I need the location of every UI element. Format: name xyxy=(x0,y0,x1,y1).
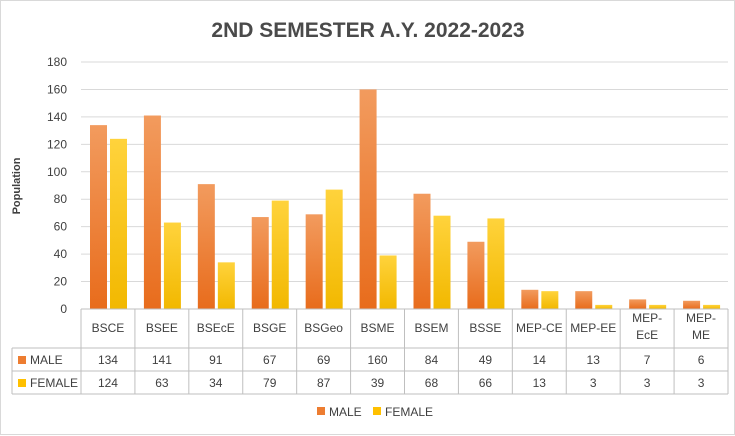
bar-male xyxy=(413,193,431,309)
bar-female xyxy=(487,218,505,309)
y-tick-label: 20 xyxy=(54,275,68,289)
y-tick-label: 60 xyxy=(54,220,68,234)
y-tick-label: 180 xyxy=(47,55,67,69)
data-value: 6 xyxy=(698,353,705,367)
category-label: BSEM xyxy=(414,321,448,335)
bar-female xyxy=(595,304,613,309)
y-tick-label: 140 xyxy=(47,110,67,124)
table-series-label: FEMALE xyxy=(30,376,78,390)
category-label: BSGeo xyxy=(304,321,343,335)
bar-male xyxy=(197,184,215,309)
data-value: 141 xyxy=(152,353,172,367)
data-value: 134 xyxy=(98,353,118,367)
category-label: MEP-EcE xyxy=(632,311,662,342)
bar-female xyxy=(217,262,235,309)
bar-male xyxy=(143,115,161,310)
data-value: 124 xyxy=(98,376,118,390)
category-label: MEP-EE xyxy=(570,321,616,335)
table-series-label: MALE xyxy=(30,353,63,367)
bar-male xyxy=(305,214,323,309)
data-value: 3 xyxy=(644,376,651,390)
bar-male xyxy=(359,89,377,309)
category-label: BSCE xyxy=(92,321,125,335)
data-value: 69 xyxy=(317,353,331,367)
bar-female xyxy=(163,222,181,309)
category-label: BSSE xyxy=(469,321,501,335)
data-value: 68 xyxy=(425,376,439,390)
legend-label: FEMALE xyxy=(385,405,433,419)
data-value: 13 xyxy=(533,376,547,390)
data-value: 13 xyxy=(587,353,601,367)
category-label: BSGE xyxy=(253,321,286,335)
table-legend-key-male xyxy=(18,356,26,364)
y-tick-label: 40 xyxy=(54,247,68,261)
data-value: 79 xyxy=(263,376,277,390)
bar-male xyxy=(521,289,539,309)
bar-female xyxy=(703,304,721,309)
category-label: MEP-ME xyxy=(686,311,716,342)
y-tick-label: 160 xyxy=(47,82,67,96)
y-tick-label: 120 xyxy=(47,137,67,151)
category-label: BSEE xyxy=(146,321,178,335)
data-value: 3 xyxy=(698,376,705,390)
bar-male xyxy=(90,125,107,309)
data-table: BSCE BSEE BSEcE BSGE BSGeo BSME BSEM BSSE MEP-CE… xyxy=(11,308,729,395)
gridlines: 0 20 40 60 80 100 120 140 160 180 xyxy=(47,55,728,316)
legend-label: MALE xyxy=(329,405,362,419)
bars xyxy=(90,89,721,310)
data-value: 91 xyxy=(209,353,223,367)
data-value: 7 xyxy=(644,353,651,367)
chart-title: 2ND SEMESTER A.Y. 2022-2023 xyxy=(211,19,524,42)
legend-key-male xyxy=(317,407,325,415)
y-tick-label: 100 xyxy=(47,165,67,179)
legend: MALE FEMALE xyxy=(317,405,433,419)
data-value: 14 xyxy=(533,353,547,367)
bar-female xyxy=(379,255,397,309)
data-value: 39 xyxy=(371,376,385,390)
bar-female xyxy=(649,304,667,309)
data-value: 67 xyxy=(263,353,277,367)
category-label: BSEcE xyxy=(197,321,235,335)
legend-key-female xyxy=(373,407,381,415)
y-tick-label: 80 xyxy=(54,192,68,206)
data-value: 34 xyxy=(209,376,223,390)
data-value: 49 xyxy=(479,353,493,367)
bar-female xyxy=(271,200,289,309)
bar-male xyxy=(575,291,593,309)
y-tick-label: 0 xyxy=(60,302,67,316)
bar-male xyxy=(629,299,647,309)
bar-male xyxy=(467,241,485,309)
bar-male xyxy=(683,300,701,309)
table-legend-key-female xyxy=(18,379,26,387)
bar-male xyxy=(251,217,269,309)
bar-female xyxy=(325,189,343,309)
data-value: 87 xyxy=(317,376,331,390)
data-value: 63 xyxy=(155,376,169,390)
bar-female xyxy=(541,291,559,309)
y-axis-label: Population xyxy=(11,157,23,214)
category-label: MEP-CE xyxy=(516,321,563,335)
category-label: BSME xyxy=(361,321,395,335)
data-value: 66 xyxy=(479,376,493,390)
bar-female xyxy=(110,138,127,309)
data-value: 3 xyxy=(590,376,597,390)
data-value: 84 xyxy=(425,353,439,367)
bar-female xyxy=(433,215,451,309)
data-value: 160 xyxy=(368,353,388,367)
